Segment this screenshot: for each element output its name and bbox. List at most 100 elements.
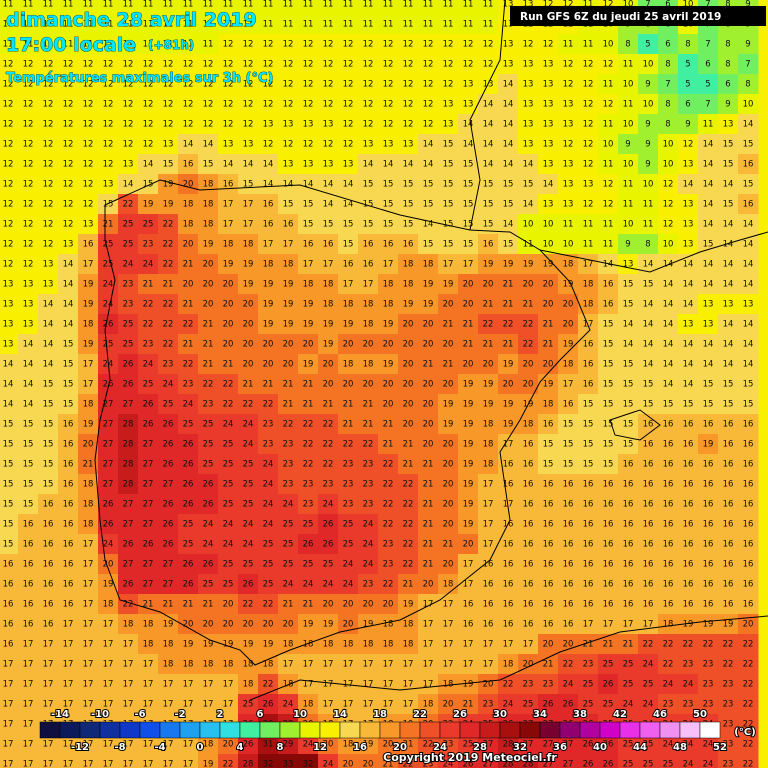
temperature-value: 11	[423, 0, 434, 10]
temperature-value: 18	[223, 240, 234, 250]
temperature-value: 18	[283, 260, 294, 270]
temperature-value: 16	[283, 220, 294, 230]
temperature-cell	[518, 214, 539, 235]
temperature-cell	[478, 214, 499, 235]
temperature-value: 12	[363, 40, 374, 50]
temperature-cell	[18, 234, 39, 255]
temperature-value: 12	[23, 160, 34, 170]
temperature-cell	[378, 194, 399, 215]
temperature-value: 16	[563, 580, 574, 590]
temperature-value: 10	[623, 120, 634, 130]
temperature-value: 27	[143, 560, 154, 570]
temperature-value: 19	[463, 420, 474, 430]
temperature-value: 11	[463, 20, 474, 30]
colorbar-label: 26	[453, 709, 467, 720]
temperature-value: 16	[523, 500, 534, 510]
temperature-cell	[178, 234, 199, 255]
temperature-cell	[278, 54, 299, 75]
temperature-value: 20	[443, 700, 454, 710]
temperature-value: 26	[543, 700, 554, 710]
temperature-value: 11	[103, 0, 114, 10]
temperature-value: 12	[203, 120, 214, 130]
temperature-cell	[678, 214, 699, 235]
temperature-cell	[718, 54, 739, 75]
colorbar-label: 40	[593, 742, 607, 753]
temperature-cell	[558, 234, 579, 255]
temperature-value: 16	[703, 560, 714, 570]
temperature-cell	[558, 94, 579, 115]
temperature-cell	[678, 174, 699, 195]
temperature-value: 21	[423, 560, 434, 570]
temperature-value: 20	[563, 300, 574, 310]
temperature-cell	[98, 214, 119, 235]
temperature-cell	[258, 234, 279, 255]
colorbar-label: 38	[573, 709, 587, 720]
temperature-value: 21	[543, 660, 554, 670]
temperature-value: 16	[63, 500, 74, 510]
temperature-value: 12	[263, 40, 274, 50]
temperature-value: 25	[223, 480, 234, 490]
colorbar-segment	[119, 721, 141, 739]
temperature-value: 21	[523, 300, 534, 310]
temperature-value: 18	[303, 280, 314, 290]
temperature-value: 16	[523, 520, 534, 530]
temperature-cell	[138, 74, 159, 95]
temperature-cell	[598, 214, 619, 235]
temperature-value: 15	[623, 280, 634, 290]
temperature-value: 16	[463, 620, 474, 630]
temperature-cell	[358, 34, 379, 55]
temperature-value: 17	[143, 680, 154, 690]
temperature-cell	[678, 74, 699, 95]
temperature-value: 27	[143, 500, 154, 510]
temperature-value: 13	[563, 120, 574, 130]
temperature-value: 21	[503, 340, 514, 350]
temperature-cell	[78, 134, 99, 155]
temperature-cell	[538, 194, 559, 215]
temperature-cell	[178, 114, 199, 135]
temperature-value: 12	[403, 100, 414, 110]
temperature-value: 23	[123, 280, 134, 290]
temperature-value: 12	[103, 140, 114, 150]
temperature-cell	[658, 134, 679, 155]
temperature-value: 12	[23, 240, 34, 250]
temperature-cell	[338, 114, 359, 135]
temperature-value: 17	[83, 660, 94, 670]
temperature-value: 19	[383, 360, 394, 370]
temperature-value: 15	[463, 160, 474, 170]
temperature-value: 11	[63, 20, 74, 30]
temperature-cell	[418, 134, 439, 155]
temperature-value: 12	[303, 140, 314, 150]
temperature-value: 20	[563, 320, 574, 330]
temperature-value: 16	[583, 380, 594, 390]
temperature-value: 23	[703, 680, 714, 690]
temperature-cell	[378, 254, 399, 275]
temperature-value: 11	[83, 0, 94, 10]
temperature-cell	[218, 234, 239, 255]
temperature-value: 18	[143, 620, 154, 630]
temperature-value: 15	[483, 180, 494, 190]
temperature-value: 11	[143, 40, 154, 50]
temperature-cell	[78, 0, 99, 15]
temperature-cell	[18, 94, 39, 115]
temperature-value: 14	[503, 140, 514, 150]
temperature-value: 11	[623, 180, 634, 190]
temperature-value: 17	[43, 640, 54, 650]
temperature-value: 21	[463, 340, 474, 350]
temperature-value: 18	[383, 640, 394, 650]
colorbar-label: 8	[277, 742, 284, 753]
temperature-cell	[718, 254, 739, 275]
temperature-cell	[658, 234, 679, 255]
temperature-cell	[698, 214, 719, 235]
temperature-value: 21	[183, 300, 194, 310]
temperature-value: 10	[523, 220, 534, 230]
temperature-value: 14	[743, 220, 754, 230]
temperature-value: 14	[743, 260, 754, 270]
temperature-value: 25	[223, 500, 234, 510]
temperature-value: 15	[563, 460, 574, 470]
temperature-value: 12	[123, 100, 134, 110]
temperature-value: 14	[483, 140, 494, 150]
temperature-value: 20	[383, 600, 394, 610]
temperature-cell	[418, 14, 439, 35]
temperature-value: 24	[663, 680, 674, 690]
temperature-value: 12	[203, 100, 214, 110]
